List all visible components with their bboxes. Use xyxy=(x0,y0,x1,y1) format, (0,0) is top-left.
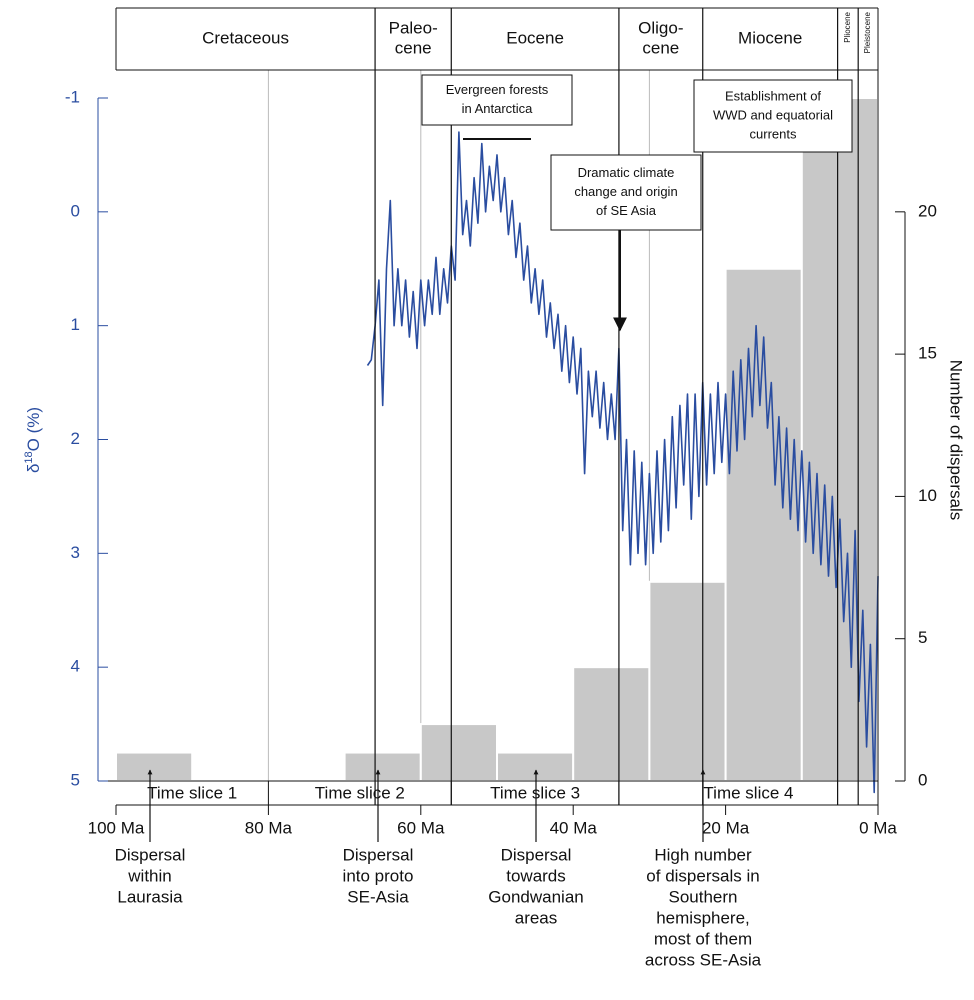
y-tick-label: 1 xyxy=(71,315,80,334)
y-tick-label: 2 xyxy=(71,429,80,448)
annotation-text: of SE Asia xyxy=(596,203,657,218)
annotation-text: Establishment of xyxy=(725,88,821,103)
annotation-text: hemisphere, xyxy=(656,908,750,927)
period-label: Paleo- xyxy=(389,18,438,37)
annotation-text: Dispersal xyxy=(501,845,572,864)
histogram-bar xyxy=(800,97,879,782)
y-tick-label: -1 xyxy=(65,87,80,106)
histogram-bar xyxy=(343,751,422,783)
annotation-text: Dispersal xyxy=(115,845,186,864)
x-tick-label: 0 Ma xyxy=(859,818,897,837)
y2-tick-label: 5 xyxy=(918,628,927,647)
period-label: Miocene xyxy=(738,28,802,47)
annotation-text: of dispersals in xyxy=(646,866,759,885)
histogram-bar xyxy=(648,580,727,783)
annotation-text: within xyxy=(127,866,171,885)
annotation-text: Dramatic climate xyxy=(578,165,675,180)
y2-tick-label: 0 xyxy=(918,770,927,789)
annotation-box xyxy=(421,74,573,126)
y-tick-label: 5 xyxy=(71,770,80,789)
period-label: Cretaceous xyxy=(202,28,289,47)
annotation-text: across SE-Asia xyxy=(645,950,762,969)
x-tick-label: 100 Ma xyxy=(88,818,145,837)
x-tick-label: 80 Ma xyxy=(245,818,293,837)
y2-tick-label: 10 xyxy=(918,486,937,505)
y-axis-label-part: O (%) xyxy=(24,407,43,451)
y2-axis-label: Number of dispersals xyxy=(947,360,966,521)
x-tick-label: 20 Ma xyxy=(702,818,750,837)
annotation-text: SE-Asia xyxy=(347,887,409,906)
annotation-text: currents xyxy=(750,126,797,141)
period-label: Pliocene xyxy=(843,11,852,42)
annotation-text: Dispersal xyxy=(343,845,414,864)
annotation-text: Southern xyxy=(669,887,738,906)
y2-tick-label: 15 xyxy=(918,344,937,363)
annotation-text: Evergreen forests xyxy=(446,82,549,97)
annotation-text: change and origin xyxy=(574,184,677,199)
y2-tick-label: 20 xyxy=(918,201,937,220)
period-label: cene xyxy=(395,38,432,57)
time-slice-label: Time slice 3 xyxy=(490,783,580,802)
time-slice-label: Time slice 1 xyxy=(147,783,237,802)
y-axis-label: δ18O (%) xyxy=(23,407,44,473)
x-tick-label: 40 Ma xyxy=(550,818,598,837)
annotation-text: into proto xyxy=(343,866,414,885)
y-axis-label-part: δ xyxy=(24,464,43,473)
annotation-text: High number xyxy=(654,845,752,864)
y-tick-label: 3 xyxy=(71,543,80,562)
y-tick-label: 4 xyxy=(71,657,80,676)
period-label: cene xyxy=(642,38,679,57)
isotope-line xyxy=(366,131,879,794)
histogram-bar xyxy=(496,751,575,783)
time-slice-label: Time slice 2 xyxy=(315,783,405,802)
annotation-box xyxy=(693,79,853,153)
y-tick-label: 0 xyxy=(71,201,80,220)
period-label: Pleistocene xyxy=(863,11,872,53)
annotation-box xyxy=(550,154,702,231)
x-tick-label: 60 Ma xyxy=(397,818,445,837)
annotation-text: Laurasia xyxy=(117,887,183,906)
annotation-text: WWD and equatorial xyxy=(713,107,833,122)
annotation-text: towards xyxy=(506,866,566,885)
annotation-text: areas xyxy=(515,908,558,927)
histogram-bar xyxy=(572,666,651,783)
period-label: Oligo- xyxy=(638,18,683,37)
annotation-text: in Antarctica xyxy=(462,101,534,116)
histogram-bar xyxy=(419,723,498,782)
annotation-text: Gondwanian xyxy=(488,887,583,906)
annotation-text: most of them xyxy=(654,929,752,948)
period-label: Eocene xyxy=(506,28,564,47)
y-axis-label-part: 18 xyxy=(23,451,35,463)
histogram-bar xyxy=(115,751,194,783)
time-slice-label: Time slice 4 xyxy=(703,783,793,802)
